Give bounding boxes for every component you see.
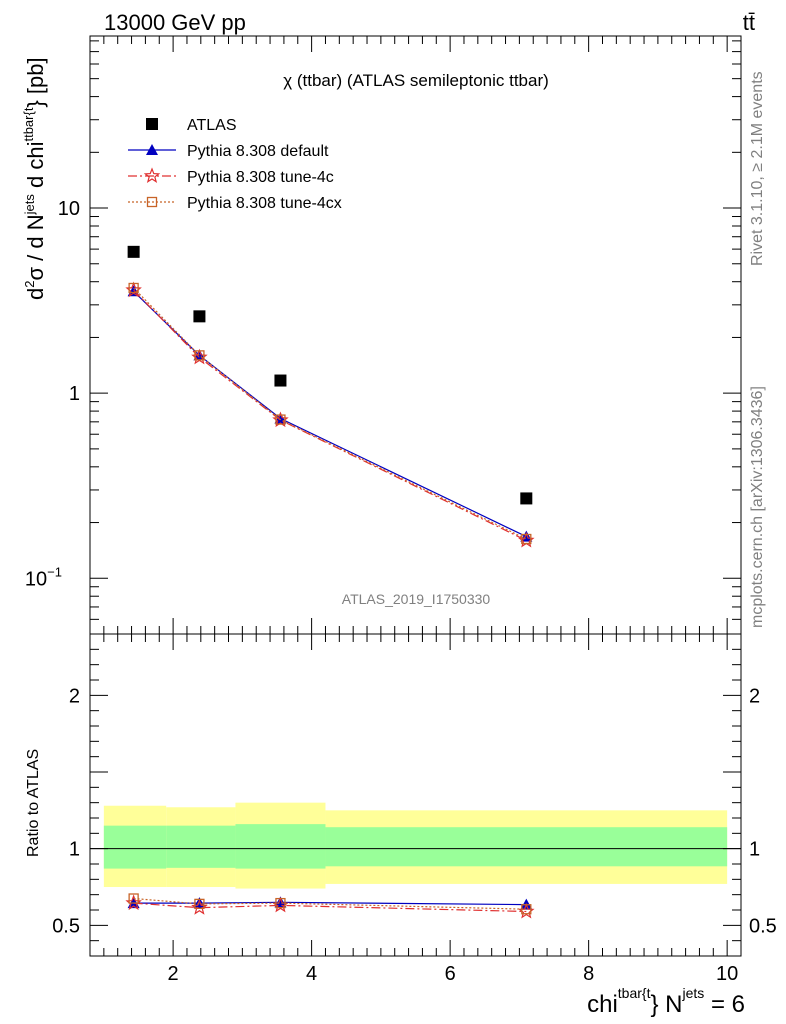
plot-title: χ (ttbar) (ATLAS semileptonic ttbar) bbox=[283, 71, 549, 90]
ratio-point-pythia-8-308-tune-4cx bbox=[128, 893, 139, 904]
ratio-y-axis-label: Ratio to ATLAS bbox=[25, 749, 42, 857]
x-tick-label: 10 bbox=[716, 963, 738, 985]
ratio-axis-ticks: 2 4 6 8 10 0.5 0.5 1 1 2 2 bbox=[52, 633, 777, 985]
main-line-pythia-8-308-tune-4c bbox=[133, 289, 527, 542]
main-point-atlas bbox=[193, 310, 206, 323]
ratio-point-pythia-8-308-default bbox=[274, 896, 287, 908]
main-y-tick-label: 10−1 bbox=[25, 564, 62, 590]
main-y-tick-label: 1 bbox=[69, 383, 80, 405]
legend-label-atlas: ATLAS bbox=[187, 117, 237, 134]
legend-marker-pythia-8-308-tune-4cx bbox=[146, 196, 158, 208]
ratio-y-tick-label-left: 2 bbox=[69, 685, 80, 707]
main-y-tick-label: 10 bbox=[58, 198, 80, 220]
rivet-label: Rivet 3.1.10, ≥ 2.1M events bbox=[749, 71, 766, 266]
main-point-atlas bbox=[127, 245, 140, 258]
ratio-band-inner bbox=[235, 824, 326, 869]
ratio-band-inner bbox=[325, 827, 728, 867]
process-label: tt̄ bbox=[743, 10, 755, 35]
ratio-band-inner bbox=[166, 825, 236, 868]
energy-label: 13000 GeV pp bbox=[104, 10, 246, 35]
ratio-panel: 2 4 6 8 10 0.5 0.5 1 1 2 2 Ratio to ATLAS chitbar{… bbox=[25, 633, 777, 1018]
legend-label-pythia-8-308-default: Pythia 8.308 default bbox=[187, 143, 329, 160]
x-tick-label: 2 bbox=[168, 963, 179, 985]
ratio-point-pythia-8-308-tune-4cx bbox=[194, 898, 205, 910]
main-point-pythia-8-308-tune-4cx bbox=[275, 414, 286, 425]
main-line-pythia-8-308-default bbox=[133, 290, 527, 538]
ratio-point-pythia-8-308-tune-4cx bbox=[521, 904, 532, 915]
main-point-atlas bbox=[520, 492, 533, 505]
ratio-line-pythia-8-308-tune-4cx bbox=[133, 897, 527, 910]
legend-label-pythia-8-308-tune-4cx: Pythia 8.308 tune-4cx bbox=[187, 195, 342, 212]
main-line-pythia-8-308-tune-4cx bbox=[133, 287, 527, 540]
ratio-line-pythia-8-308-tune-4c bbox=[133, 902, 527, 913]
ratio-y-tick-label-right: 1 bbox=[749, 839, 760, 861]
legend-marker-atlas bbox=[146, 118, 158, 130]
main-point-pythia-8-308-tune-4cx bbox=[521, 533, 532, 545]
main-series bbox=[125, 245, 535, 548]
main-panel: 10 1 10−1 χ (ttbar) (ATLAS semileptonic tt… bbox=[21, 35, 742, 635]
x-tick-label: 8 bbox=[583, 963, 594, 985]
legend-label-pythia-8-308-tune-4c: Pythia 8.308 tune-4c bbox=[187, 169, 334, 186]
ratio-y-tick-label-left: 0.5 bbox=[52, 915, 80, 937]
main-point-pythia-8-308-tune-4cx bbox=[194, 350, 205, 361]
ratio-line-pythia-8-308-default bbox=[133, 901, 527, 906]
ratio-uncertainty-bands bbox=[90, 802, 741, 889]
ratio-y-tick-label-left: 1 bbox=[69, 839, 80, 861]
x-tick-label: 6 bbox=[445, 963, 456, 985]
ratio-y-tick-label-right: 2 bbox=[749, 685, 760, 707]
main-y-axis-label: d2σ / d Njets d chittbar{t} [pb] bbox=[21, 57, 48, 300]
ratio-band-inner bbox=[103, 825, 167, 869]
x-axis-label: chitbar{t} Njets = 6 bbox=[587, 985, 745, 1018]
main-point-pythia-8-308-tune-4cx bbox=[128, 282, 139, 294]
legend-marker-pythia-8-308-tune-4c bbox=[143, 167, 161, 184]
ratio-point-pythia-8-308-tune-4cx bbox=[275, 897, 286, 909]
legend-marker-pythia-8-308-default bbox=[146, 144, 158, 155]
x-tick-label: 4 bbox=[306, 963, 317, 985]
main-point-atlas bbox=[274, 374, 287, 387]
ratio-frame bbox=[89, 633, 742, 957]
mcplots-label: mcplots.cern.ch [arXiv:1306.3436] bbox=[749, 386, 766, 628]
ratio-y-tick-label-right: 0.5 bbox=[749, 915, 777, 937]
analysis-label: ATLAS_2019_I1750330 bbox=[342, 591, 491, 607]
legend: ATLAS Pythia 8.308 default Pythia 8.308 tu… bbox=[128, 117, 342, 212]
ratio-series bbox=[125, 893, 535, 919]
main-axis-ticks: 10 1 10−1 bbox=[25, 36, 741, 635]
